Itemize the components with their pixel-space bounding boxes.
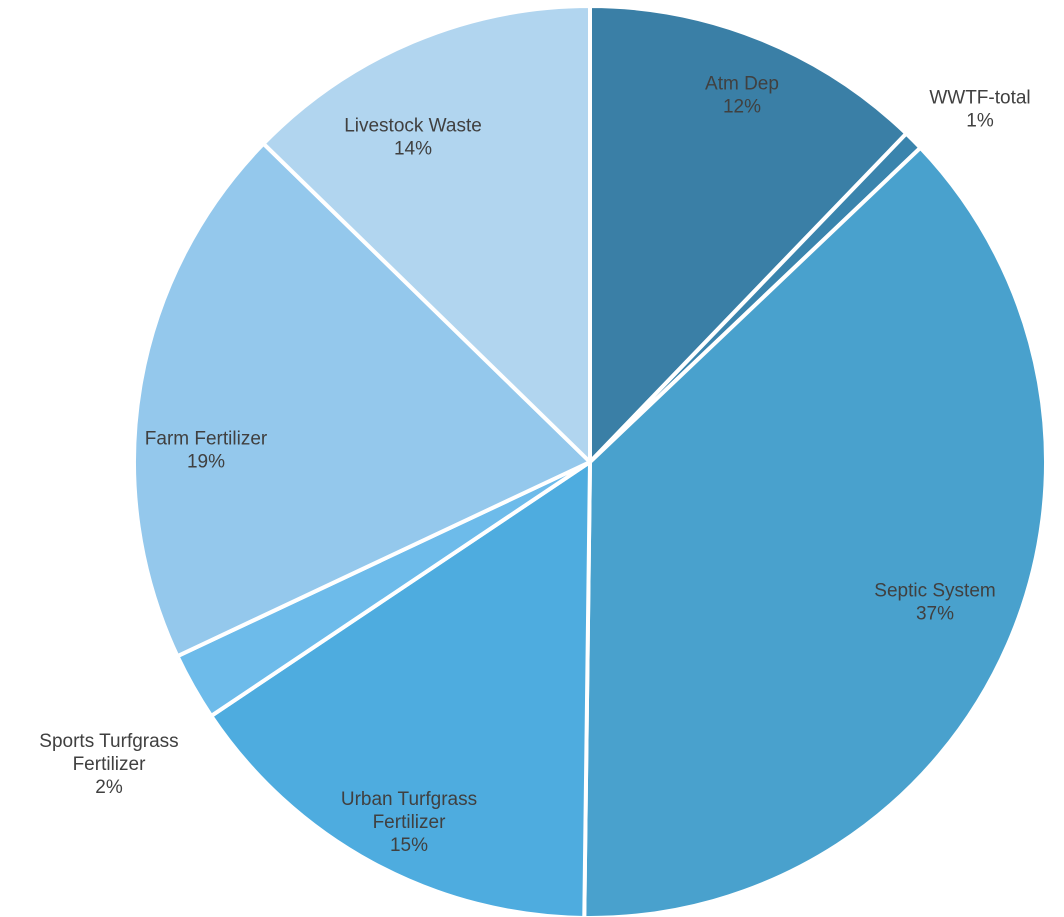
pie-slice-5 (132, 141, 592, 659)
slice-category-label: Septic System (874, 581, 995, 602)
slice-category-label: Fertilizer (373, 812, 447, 833)
slice-category-label: Sports Turfgrass (39, 731, 178, 752)
slice-category-label: Livestock Waste (344, 116, 482, 137)
pie-slice-2 (582, 145, 1048, 917)
slice-category-label: WWTF-total (929, 88, 1030, 109)
slice-percent-label: 37% (916, 604, 954, 625)
slice-category-label: Atm Dep (705, 74, 779, 95)
pie-slice-0 (588, 4, 909, 464)
slice-category-label: Farm Fertilizer (145, 429, 268, 450)
pie-slices (132, 4, 1048, 917)
pie-slice-3 (209, 460, 592, 917)
slice-percent-label: 2% (95, 777, 123, 798)
slice-percent-label: 14% (394, 139, 432, 160)
slice-percent-label: 19% (187, 452, 225, 473)
pie-slice-6 (261, 4, 592, 464)
slice-category-label: Urban Turfgrass (341, 789, 477, 810)
slice-percent-label: 15% (390, 835, 428, 856)
slice-percent-label: 1% (966, 111, 994, 132)
slice-percent-label: 12% (723, 97, 761, 118)
slice-category-label: Fertilizer (73, 754, 147, 775)
